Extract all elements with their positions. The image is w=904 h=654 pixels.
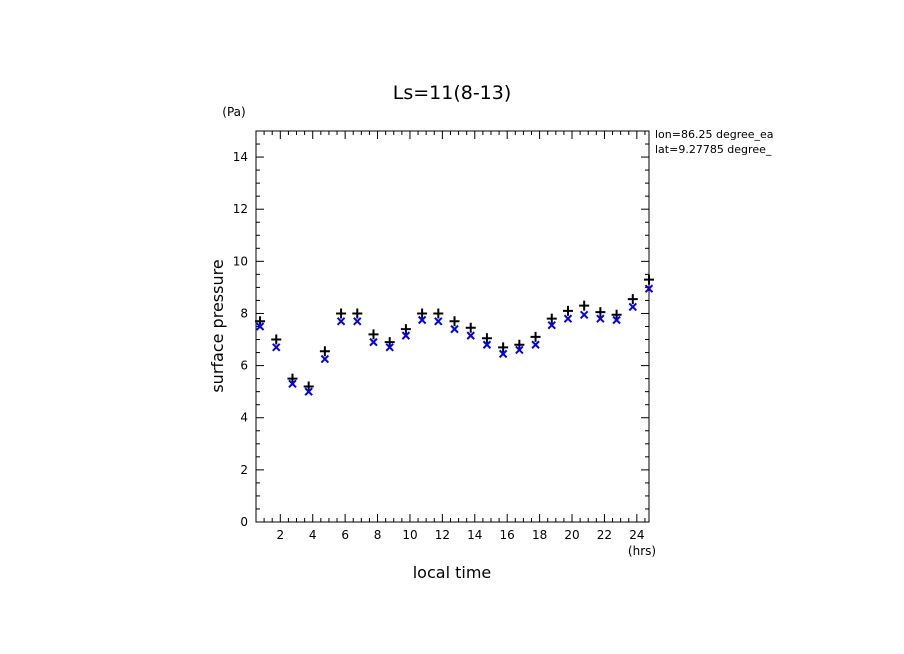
x-point	[450, 324, 459, 334]
annotation-lat: lat=9.27785 degree_	[655, 143, 772, 156]
x-point	[255, 322, 265, 331]
plus-point	[562, 305, 573, 316]
x-point	[288, 379, 297, 389]
plus-point	[368, 329, 379, 340]
plus-point	[579, 300, 590, 311]
x-tick-label: 10	[402, 528, 417, 542]
plus-point	[449, 316, 460, 327]
x-point	[579, 310, 589, 319]
plus-point	[319, 346, 330, 357]
y-tick-label: 8	[240, 306, 248, 320]
x-unit-label: (hrs)	[628, 544, 656, 558]
x-point	[304, 387, 313, 396]
plus-point	[627, 294, 638, 305]
x-point	[515, 345, 524, 355]
x-tick-label: 16	[500, 528, 515, 542]
y-tick-label: 0	[240, 515, 248, 529]
x-tick-label: 22	[597, 528, 612, 542]
x-point	[385, 343, 394, 352]
x-tick-label: 8	[374, 528, 382, 542]
x-point	[401, 331, 411, 340]
y-tick-label: 4	[240, 411, 248, 425]
plus-point	[611, 309, 622, 320]
plus-point	[417, 308, 428, 319]
x-point	[482, 340, 492, 349]
plus-point	[336, 308, 347, 319]
x-tick-label: 4	[309, 528, 317, 542]
x-point	[272, 343, 281, 352]
x-point	[353, 317, 362, 326]
plus-point	[400, 324, 411, 335]
x-tick-label: 6	[341, 528, 349, 542]
plus-point	[384, 337, 395, 348]
x-point	[417, 315, 427, 325]
plus-point	[514, 339, 525, 350]
x-point	[531, 340, 540, 349]
plus-point	[595, 307, 606, 318]
y-tick-label: 10	[233, 254, 248, 268]
x-point	[369, 337, 378, 347]
x-point	[466, 331, 475, 340]
x-point	[644, 284, 654, 293]
x-point	[498, 349, 508, 359]
x-point	[612, 315, 621, 325]
x-tick-label: 18	[532, 528, 547, 542]
y-unit-label: (Pa)	[222, 105, 245, 119]
plus-point	[255, 316, 266, 327]
x-point	[547, 320, 556, 330]
x-axis-label: local time	[413, 563, 492, 582]
plus-point	[287, 373, 298, 384]
x-point	[320, 354, 330, 364]
x-point	[628, 302, 638, 312]
x-tick-label: 2	[276, 528, 284, 542]
chart-title: Ls=11(8-13)	[393, 82, 512, 104]
x-point	[336, 317, 346, 326]
x-tick-label: 12	[435, 528, 450, 542]
plus-point	[303, 381, 314, 392]
y-tick-label: 6	[240, 359, 248, 373]
x-tick-label: 14	[467, 528, 482, 542]
plus-point	[644, 274, 654, 285]
plus-point	[433, 308, 444, 319]
x-point	[596, 314, 605, 323]
y-tick-label: 2	[240, 463, 248, 477]
annotation-lon: lon=86.25 degree_ea	[655, 128, 774, 141]
plus-point	[352, 308, 363, 319]
x-tick-label: 20	[564, 528, 579, 542]
plus-point	[498, 342, 509, 353]
x-point	[563, 314, 573, 323]
plus-point	[546, 313, 557, 324]
y-tick-label: 12	[233, 202, 248, 216]
x-tick-label: 24	[629, 528, 644, 542]
y-tick-label: 14	[233, 150, 248, 164]
plus-point	[271, 334, 282, 345]
plus-point	[530, 331, 541, 342]
x-point	[434, 317, 443, 326]
plus-point	[481, 333, 492, 344]
plus-point	[465, 322, 476, 333]
y-axis-label: surface pressure	[208, 259, 227, 392]
